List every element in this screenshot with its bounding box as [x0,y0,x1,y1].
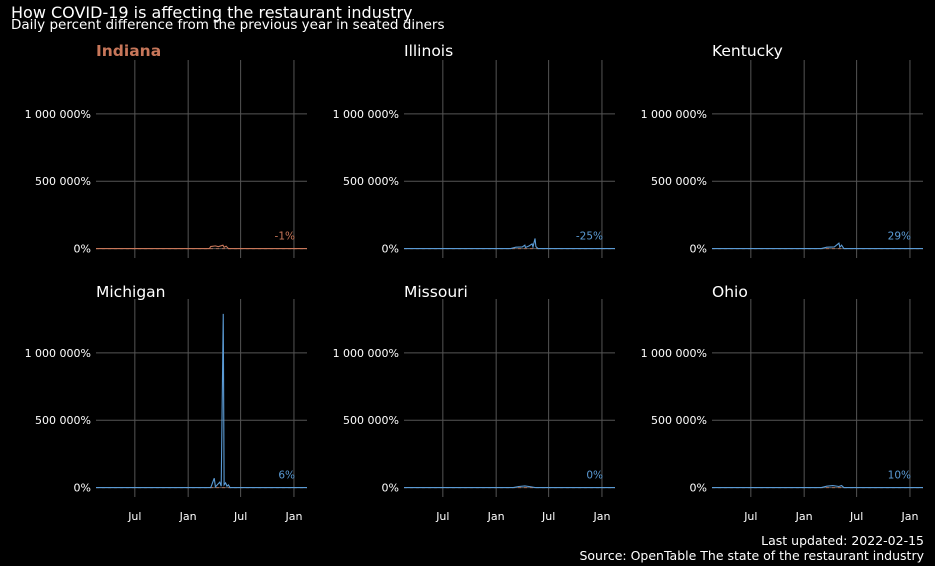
x-tick-label: Jan [179,510,197,523]
x-tick-label: Jan [592,510,610,523]
panel-kentucky: 0% 500 000% 1 000 000% 29% Kentucky [641,42,923,258]
panel-title: Michigan [96,283,166,301]
end-value-label: 6% [278,470,295,482]
y-tick-label: 1 000 000% [25,108,91,121]
panel-title: Indiana [96,42,161,60]
y-tick-label: 0% [690,482,707,495]
y-tick-label: 500 000% [35,414,91,427]
y-tick-label: 500 000% [651,175,707,188]
x-tick-label: Jan [487,510,505,523]
panel-missouri: 0% 500 000% 1 000 000% Jul Jan Jul Jan 0% Missou… [333,283,615,523]
x-tick-label: Jan [795,510,813,523]
panel-title: Missouri [404,283,468,301]
panel-title: Kentucky [712,42,783,60]
x-tick-label: Jul [435,510,449,523]
panel-indiana: 0% 500 000% 1 000 000% -1% Indiana [25,42,307,258]
x-tick-label: Jul [541,510,555,523]
panel-title: Ohio [712,283,748,301]
y-tick-label: 500 000% [651,414,707,427]
end-value-label: 0% [586,470,603,482]
y-tick-label: 500 000% [343,175,399,188]
y-tick-label: 500 000% [35,175,91,188]
x-tick-label: Jul [849,510,863,523]
series-line-illinois [404,238,615,250]
panel-title: Illinois [404,42,453,60]
page-title: How COVID-19 is affecting the restaurant… [11,3,413,22]
y-tick-label: 1 000 000% [333,347,399,360]
y-tick-label: 0% [690,243,707,256]
panel-illinois: 0% 500 000% 1 000 000% -25% Illinois [333,42,615,258]
y-tick-label: 1 000 000% [641,108,707,121]
x-tick-label: Jul [233,510,247,523]
series-line-ohio [712,484,923,489]
y-tick-label: 0% [382,243,399,256]
end-value-label: -25% [576,231,603,243]
chart-caption: Last updated: 2022-02-15 Source: OpenTab… [579,533,924,563]
y-tick-label: 0% [74,482,91,495]
y-tick-label: 0% [74,243,91,256]
x-tick-label: Jan [284,510,302,523]
x-tick-label: Jan [900,510,918,523]
series-line-michigan [96,313,307,489]
source-text: Source: OpenTable The state of the resta… [579,548,924,563]
page-subtitle: Daily percent difference from the previo… [11,17,445,33]
series-line-missouri [404,485,615,489]
y-tick-label: 500 000% [343,414,399,427]
y-tick-label: 0% [382,482,399,495]
end-value-label: -1% [275,231,295,243]
series-line-indiana [96,244,307,250]
end-value-label: 29% [888,231,911,243]
panel-ohio: 0% 500 000% 1 000 000% Jul Jan Jul Jan 10% Ohio [641,283,923,523]
last-updated-text: Last updated: 2022-02-15 [761,533,924,548]
y-tick-label: 1 000 000% [641,347,707,360]
end-value-label: 10% [888,470,911,482]
x-tick-label: Jul [127,510,141,523]
y-tick-label: 1 000 000% [25,347,91,360]
series-line-kentucky [712,242,923,250]
y-tick-label: 1 000 000% [333,108,399,121]
panel-michigan: 0% 500 000% 1 000 000% Jul Jan Jul Jan 6% Michig… [25,283,307,523]
x-tick-label: Jul [743,510,757,523]
